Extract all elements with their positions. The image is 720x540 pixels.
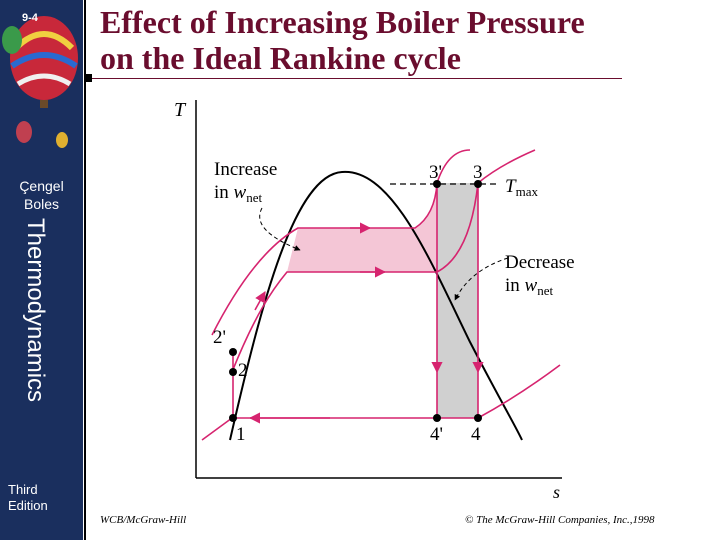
tmax-label: Tmax	[505, 176, 538, 199]
state-point-1	[229, 414, 237, 422]
state-point-3prime	[433, 180, 441, 188]
edition-label: Third	[8, 482, 38, 497]
increase-leader	[259, 207, 301, 251]
decrease-wnet-label: in wnet	[505, 275, 553, 298]
x-axis-label: s	[553, 482, 560, 502]
state-label-2: 2	[238, 360, 248, 381]
state-point-3	[474, 180, 482, 188]
decrease-label: Decrease	[505, 252, 575, 273]
state-label-2prime: 2'	[213, 327, 226, 348]
state-point-4prime	[433, 414, 441, 422]
increase-wnet-label: in wnet	[214, 182, 262, 205]
isobar-low	[231, 149, 536, 373]
title-bullet	[84, 74, 92, 82]
slide-title-line: Effect of Increasing Boiler Pressure	[100, 4, 585, 40]
state-label-4: 4	[471, 424, 481, 445]
publisher-footer: WCB/McGraw-Hill	[100, 514, 187, 526]
title-underline	[92, 78, 622, 79]
state-point-2	[229, 368, 237, 376]
increase-label: Increase	[214, 159, 277, 180]
author-name: Çengel	[19, 178, 64, 194]
state-label-1: 1	[236, 424, 246, 445]
copyright-footer: © The McGraw-Hill Companies, Inc.,1998	[465, 514, 655, 526]
slide-title-line: on the Ideal Rankine cycle	[100, 40, 461, 76]
isobar-high	[211, 149, 471, 336]
state-label-3prime: 3'	[429, 162, 442, 183]
edition-label: Edition	[8, 498, 48, 513]
saturation-dome	[229, 170, 523, 441]
heating-arrow	[254, 291, 266, 311]
divider	[84, 0, 86, 540]
increase-work-area	[287, 183, 437, 272]
book-title-text: Thermodynamics	[22, 218, 49, 402]
state-point-4	[474, 414, 482, 422]
book-title: Thermodynamics	[22, 218, 49, 402]
state-label-4prime: 4'	[430, 424, 443, 445]
sidebar: 9-4 Çengel Boles Thermodynamics Third Ed…	[0, 0, 83, 540]
state-point-2prime	[229, 348, 237, 356]
isobar-condenser	[201, 364, 561, 441]
author-name: Boles	[23, 196, 60, 212]
slide-number: 9-4	[22, 12, 38, 24]
state-label-3: 3	[473, 162, 483, 183]
hot-air-balloon-image	[0, 0, 83, 160]
decrease-leader	[454, 257, 509, 301]
y-axis-label: T	[174, 99, 187, 121]
